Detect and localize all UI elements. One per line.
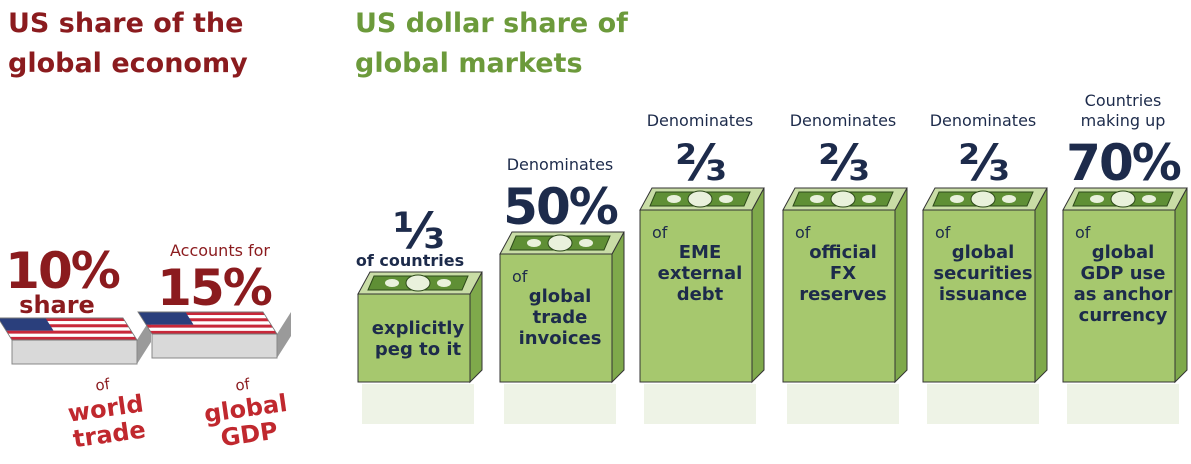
big-value: 15% bbox=[157, 259, 272, 317]
bill-seal bbox=[1142, 195, 1156, 203]
lead-text: Denominates bbox=[647, 111, 754, 130]
box-front bbox=[12, 340, 137, 364]
desc-text: as anchor bbox=[1074, 284, 1173, 305]
box-side bbox=[1035, 188, 1047, 382]
of-text: of bbox=[1075, 223, 1091, 242]
box-front bbox=[152, 334, 277, 358]
bill-seal bbox=[667, 195, 681, 203]
of-text: of bbox=[94, 375, 112, 395]
flag-stripe bbox=[6, 331, 133, 334]
desc-text: invoices bbox=[519, 328, 602, 349]
bill-seal bbox=[862, 195, 876, 203]
big-value: 70% bbox=[1066, 134, 1181, 192]
desc-text: debt bbox=[677, 284, 724, 305]
big-value: ⅔ bbox=[818, 134, 868, 192]
desc-text: global bbox=[952, 242, 1015, 263]
markets-title: global markets bbox=[355, 48, 583, 79]
flag-canton bbox=[0, 318, 54, 331]
bill-seal bbox=[688, 191, 712, 207]
desc-text: FX bbox=[830, 263, 856, 284]
desc-text: peg to it bbox=[375, 339, 462, 360]
shadow bbox=[1067, 384, 1179, 424]
lead-text: Denominates bbox=[790, 111, 897, 130]
shadow bbox=[644, 384, 756, 424]
shadow bbox=[927, 384, 1039, 424]
of-text: of bbox=[935, 223, 951, 242]
box-side bbox=[1175, 188, 1187, 382]
desc-text: EME bbox=[679, 242, 722, 263]
box-side bbox=[752, 188, 764, 382]
flag bbox=[0, 318, 137, 340]
bill-seal bbox=[527, 239, 541, 247]
big-value: ⅔ bbox=[958, 134, 1008, 192]
lead-text: Denominates bbox=[507, 155, 614, 174]
box-side bbox=[277, 312, 291, 358]
of-text: of bbox=[795, 223, 811, 242]
of-text: of bbox=[512, 267, 528, 286]
economy-title: US share of the bbox=[8, 8, 243, 39]
desc-text: currency bbox=[1079, 305, 1168, 326]
lead-text: making up bbox=[1081, 111, 1166, 130]
economy-title: global economy bbox=[8, 48, 248, 79]
bill-seal bbox=[579, 239, 593, 247]
desc-text: global bbox=[1092, 242, 1155, 263]
flag-stripe bbox=[148, 328, 275, 331]
bill-seal bbox=[1090, 195, 1104, 203]
infographic: US share of the global economy US dollar… bbox=[0, 0, 1191, 464]
bill-seal bbox=[385, 279, 399, 287]
bill-seal bbox=[406, 275, 430, 291]
sub-text: share bbox=[19, 291, 95, 319]
bill-seal bbox=[1002, 195, 1016, 203]
bill-seal bbox=[950, 195, 964, 203]
big-value: ⅔ bbox=[675, 134, 725, 192]
of-text: of bbox=[234, 375, 252, 395]
desc-text: reserves bbox=[799, 284, 887, 305]
bill-seal bbox=[548, 235, 572, 251]
desc-text: explicitly bbox=[372, 318, 465, 339]
flag-stripe bbox=[8, 334, 135, 337]
desc-text: trade bbox=[533, 307, 588, 328]
desc-text: global bbox=[529, 286, 592, 307]
bill-seal bbox=[971, 191, 995, 207]
desc-text: external bbox=[658, 263, 743, 284]
lead-text: Accounts for bbox=[170, 241, 270, 260]
box-side bbox=[612, 232, 624, 382]
sub-text: of countries bbox=[356, 251, 464, 270]
bill-seal bbox=[1111, 191, 1135, 207]
markets-title: US dollar share of bbox=[355, 8, 628, 39]
flag-stripe bbox=[146, 325, 273, 328]
lead-text: Countries bbox=[1085, 91, 1162, 110]
big-value: 50% bbox=[503, 178, 618, 236]
lead-text: Denominates bbox=[930, 111, 1037, 130]
shadow bbox=[787, 384, 899, 424]
desc-text: official bbox=[809, 242, 877, 263]
desc-text: GDP use bbox=[1081, 263, 1166, 284]
box-side bbox=[895, 188, 907, 382]
desc-text: securities bbox=[933, 263, 1032, 284]
bill-seal bbox=[831, 191, 855, 207]
bill-seal bbox=[437, 279, 451, 287]
desc-text: issuance bbox=[939, 284, 1027, 305]
of-text: of bbox=[652, 223, 668, 242]
shadow bbox=[504, 384, 616, 424]
bill-seal bbox=[810, 195, 824, 203]
bill-seal bbox=[719, 195, 733, 203]
shadow bbox=[362, 384, 474, 424]
